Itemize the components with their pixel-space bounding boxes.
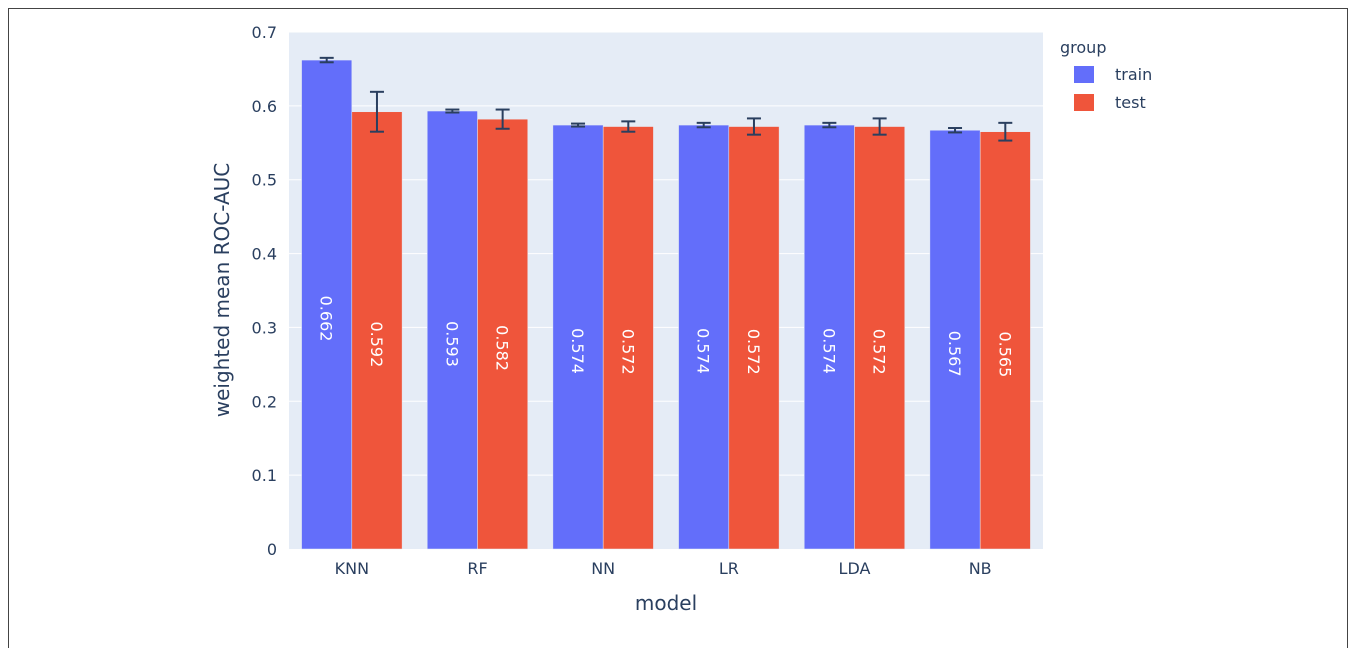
error-bar-test-lda xyxy=(872,117,887,136)
bar-train-nb[interactable] xyxy=(929,129,981,550)
bar-value-label: 0.572 xyxy=(744,329,763,375)
error-bar-test-lr xyxy=(746,117,761,136)
bar-test-nb[interactable] xyxy=(979,131,1031,550)
x-axis-title: model xyxy=(635,591,697,615)
bar-value-label: 0.574 xyxy=(694,328,713,374)
error-bar-train-nb xyxy=(948,127,963,134)
bar-train-nn[interactable] xyxy=(552,124,604,550)
figure-frame xyxy=(8,8,1348,648)
bar-value-label: 0.572 xyxy=(870,329,889,375)
y-tick-label: 0 xyxy=(267,540,277,559)
legend-swatch-train xyxy=(1074,66,1094,83)
legend: group train test xyxy=(1060,38,1152,112)
bar-value-label: 0.582 xyxy=(493,325,512,371)
x-tick-label: RF xyxy=(467,559,487,578)
y-tick-label: 0.6 xyxy=(252,97,277,116)
y-tick-label: 0.4 xyxy=(252,245,277,264)
legend-label-test: test xyxy=(1115,93,1146,112)
bar-value-label: 0.572 xyxy=(618,329,637,375)
error-bar-train-lda xyxy=(822,121,837,129)
error-bar-train-knn xyxy=(319,56,334,64)
y-tick-label: 0.2 xyxy=(252,392,277,411)
error-bar-train-lr xyxy=(696,121,711,129)
bar-test-lr[interactable] xyxy=(728,126,780,550)
legend-item-train[interactable]: train xyxy=(1074,65,1152,84)
legend-label-train: train xyxy=(1115,65,1152,84)
bar-train-rf[interactable] xyxy=(426,110,478,550)
bar-value-label: 0.593 xyxy=(442,321,461,367)
y-tick-label: 0.5 xyxy=(252,171,277,190)
bar-value-label: 0.565 xyxy=(995,331,1014,377)
y-tick-label: 0.7 xyxy=(252,23,277,42)
legend-item-test[interactable]: test xyxy=(1074,93,1146,112)
y-tick-labels: 0 0.1 0.2 0.3 0.4 0.5 0.6 0.7 xyxy=(252,23,277,559)
bar-value-label: 0.574 xyxy=(819,328,838,374)
gridlines xyxy=(289,31,1043,476)
bar-value-label: 0.662 xyxy=(317,296,336,342)
bar-train-knn[interactable] xyxy=(301,59,353,550)
x-tick-label: KNN xyxy=(335,559,369,578)
x-tick-label: LDA xyxy=(839,559,871,578)
x-tick-labels: KNN RF NN LR LDA NB xyxy=(335,559,992,578)
bar-test-knn[interactable] xyxy=(351,111,403,550)
bar-test-nn[interactable] xyxy=(602,126,654,550)
bar-value-label: 0.567 xyxy=(945,331,964,377)
error-bar-test-knn xyxy=(369,90,384,133)
x-tick-label: NB xyxy=(969,559,992,578)
x-tick-label: NN xyxy=(591,559,615,578)
error-bars xyxy=(319,56,1013,142)
bar-labels: 0.662 0.593 0.574 0.574 0.574 0.567 0.592 0.582… xyxy=(317,296,1015,378)
error-bar-train-rf xyxy=(445,108,460,114)
legend-swatch-test xyxy=(1074,94,1094,111)
error-bar-test-rf xyxy=(495,108,510,130)
bar-chart: 0.662 0.593 0.574 0.574 0.574 0.567 0.592 0.582… xyxy=(210,23,1152,615)
y-tick-label: 0.1 xyxy=(252,466,277,485)
error-bar-test-nb xyxy=(998,121,1013,142)
bar-test-rf[interactable] xyxy=(477,118,529,550)
bar-train-lr[interactable] xyxy=(678,124,730,550)
y-tick-label: 0.3 xyxy=(252,318,277,337)
legend-title: group xyxy=(1060,38,1106,57)
plot-background xyxy=(289,32,1043,549)
bar-test-lda[interactable] xyxy=(854,126,906,550)
error-bar-test-nn xyxy=(621,120,636,133)
bar-train-lda[interactable] xyxy=(803,124,855,550)
error-bar-train-nn xyxy=(571,122,586,128)
bar-value-label: 0.592 xyxy=(367,321,386,367)
bars xyxy=(301,59,1031,550)
bar-value-label: 0.574 xyxy=(568,328,587,374)
y-axis-title: weighted mean ROC-AUC xyxy=(210,163,234,418)
x-tick-label: LR xyxy=(719,559,739,578)
